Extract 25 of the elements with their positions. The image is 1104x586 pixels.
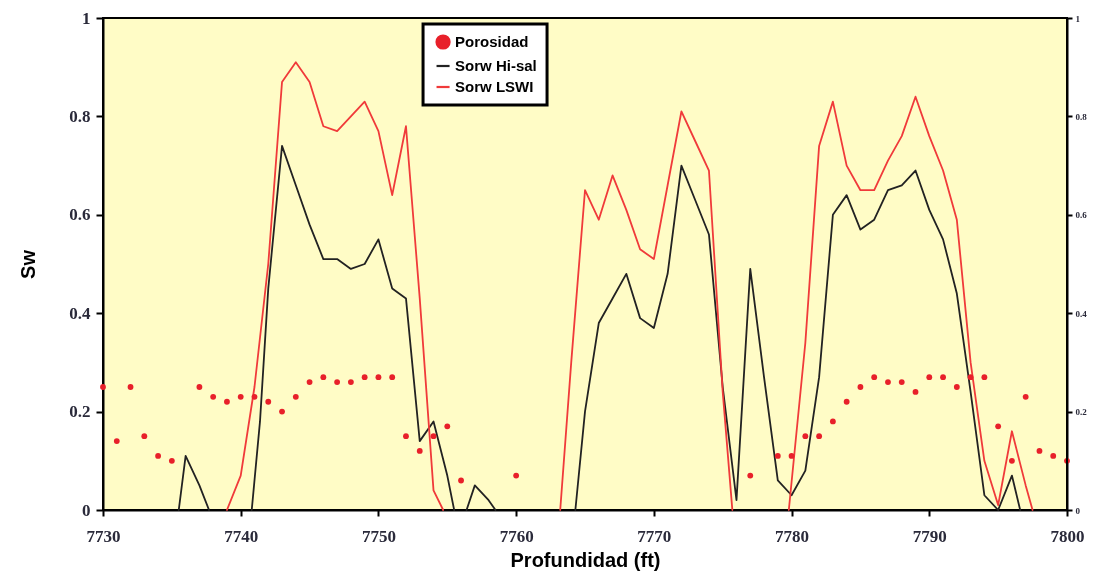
y2-tick-label: 0.6: [1075, 210, 1088, 221]
y-tick-label: 0.6: [69, 205, 91, 225]
legend-label: Porosidad: [455, 33, 529, 50]
y2-tick-label: 1: [1075, 13, 1081, 24]
y-axis-title: Sw: [17, 249, 40, 279]
y-tick-label: 0.2: [69, 402, 91, 422]
x-tick-label: 7750: [361, 526, 396, 546]
x-tick-label: 7790: [912, 526, 947, 546]
legend-label: Sorw LSWI: [455, 78, 534, 95]
x-tick-label: 7770: [637, 526, 672, 546]
y2-tick-label: 0.2: [1075, 407, 1088, 418]
y-tick-label: 0.4: [69, 303, 91, 323]
legend-label: Sorw Hi-sal: [455, 57, 537, 74]
x-tick-label: 7730: [86, 526, 121, 546]
x-tick-label: 7760: [499, 526, 534, 546]
x-axis-title: Profundidad (ft): [510, 548, 661, 571]
y2-tick-label: 0: [1075, 505, 1081, 516]
y2-tick-label: 0.8: [1075, 111, 1088, 122]
x-tick-label: 7740: [224, 526, 259, 546]
y-tick-label: 0: [82, 500, 91, 520]
x-tick-label: 7800: [1050, 526, 1085, 546]
y-tick-label: 1: [82, 8, 91, 28]
x-tick-label: 7780: [775, 526, 810, 546]
y-tick-label: 0.8: [69, 106, 91, 126]
y2-tick-label: 0.4: [1075, 308, 1088, 319]
